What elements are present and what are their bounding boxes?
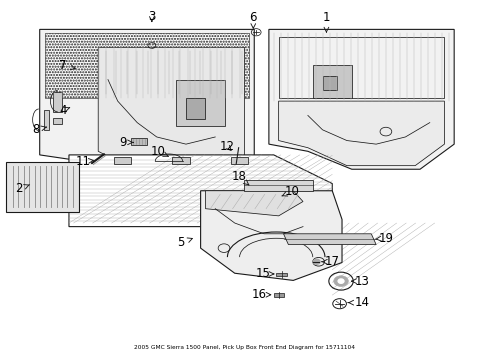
Text: 2: 2 <box>16 183 30 195</box>
Polygon shape <box>98 47 244 176</box>
Bar <box>114 157 131 164</box>
Bar <box>176 80 224 126</box>
Bar <box>185 98 205 119</box>
Polygon shape <box>205 191 303 216</box>
Text: 17: 17 <box>321 255 339 268</box>
Text: 16: 16 <box>251 288 270 301</box>
Circle shape <box>337 279 343 283</box>
Text: 18: 18 <box>231 170 248 185</box>
Circle shape <box>313 259 320 264</box>
Polygon shape <box>43 110 49 130</box>
Text: 4: 4 <box>59 104 70 117</box>
Polygon shape <box>283 234 375 244</box>
Text: 2005 GMC Sierra 1500 Panel, Pick Up Box Front End Diagram for 15711104: 2005 GMC Sierra 1500 Panel, Pick Up Box … <box>134 345 354 350</box>
Text: 6: 6 <box>249 12 257 28</box>
Text: 7: 7 <box>59 59 75 72</box>
Bar <box>276 273 286 276</box>
Polygon shape <box>5 162 79 212</box>
Polygon shape <box>200 191 341 280</box>
Text: 9: 9 <box>119 136 133 149</box>
Polygon shape <box>69 155 331 226</box>
Bar <box>53 92 62 112</box>
Bar <box>131 138 147 145</box>
Bar <box>230 157 248 164</box>
Bar <box>278 37 444 98</box>
Text: 19: 19 <box>375 231 393 244</box>
Polygon shape <box>268 30 453 169</box>
Bar <box>273 293 284 297</box>
Text: 1: 1 <box>322 12 329 32</box>
Text: 11: 11 <box>76 155 94 168</box>
Text: 15: 15 <box>255 267 273 280</box>
Text: 14: 14 <box>347 296 369 309</box>
Text: 10: 10 <box>150 145 168 158</box>
Polygon shape <box>40 30 254 184</box>
Bar <box>172 157 189 164</box>
Bar <box>53 118 62 125</box>
Text: 10: 10 <box>282 185 299 198</box>
Polygon shape <box>244 180 312 191</box>
Polygon shape <box>278 101 444 166</box>
Bar <box>322 76 336 90</box>
Text: 3: 3 <box>148 10 155 23</box>
Text: 13: 13 <box>351 275 369 288</box>
Text: 8: 8 <box>32 123 46 136</box>
Text: 12: 12 <box>220 140 234 153</box>
Bar <box>312 65 351 98</box>
Polygon shape <box>44 33 249 98</box>
Text: 5: 5 <box>177 236 192 249</box>
Circle shape <box>333 276 347 287</box>
